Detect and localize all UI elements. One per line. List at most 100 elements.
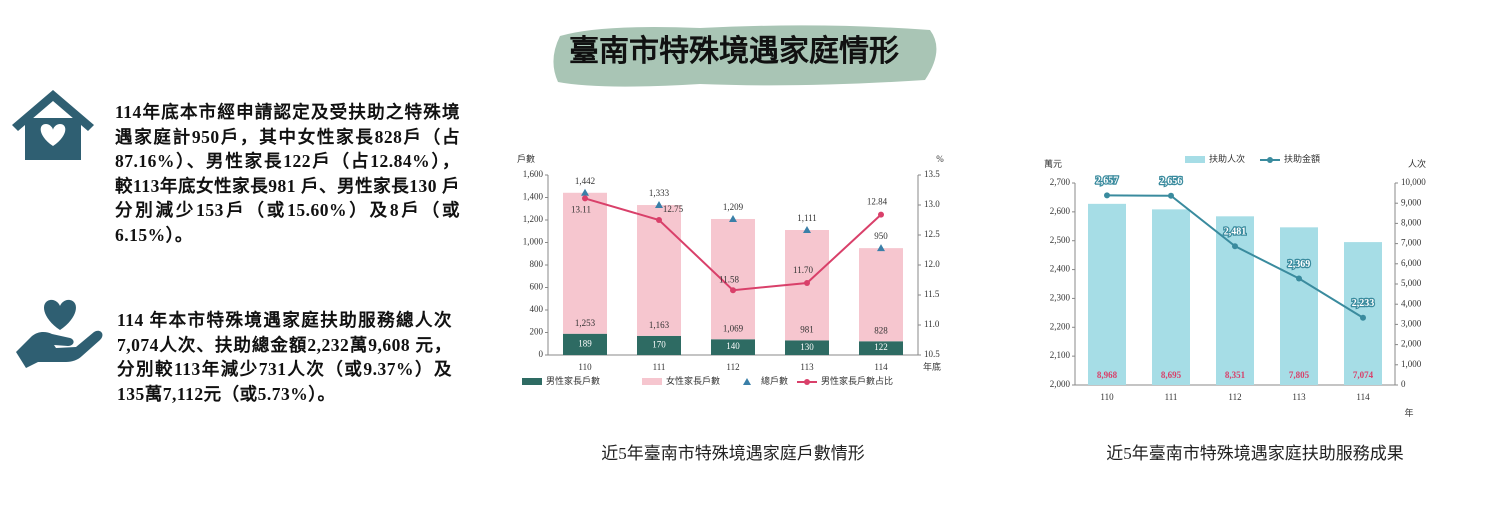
y2-tick-label: 3,000 [1401,318,1422,328]
legend-label: 總戶數 [761,375,788,386]
data-label: 7,074 [1353,370,1374,380]
y-tick-label: 2,200 [1050,321,1071,331]
data-label: 1,163 [649,320,670,330]
data-label: 2,656 [1160,176,1183,187]
point [656,217,662,223]
marker [581,188,589,196]
marker [803,226,811,234]
data-label: 189 [578,338,592,348]
bar [859,248,903,342]
y2-tick-label: 10,000 [1401,177,1426,187]
data-label: 2,481 [1224,226,1247,237]
data-label: 1,442 [575,176,595,186]
bar [1280,227,1318,385]
point [1232,243,1238,250]
x-axis-unit: 年 [1404,407,1413,418]
y2-tick-label: 5,000 [1401,278,1422,288]
x-axis-unit: 年底 [923,361,941,372]
y-tick-label: 2,000 [1050,379,1071,389]
bar [563,192,607,334]
y2-axis-unit: % [936,154,944,164]
legend-label: 扶助人次 [1209,153,1245,164]
bar [711,339,755,355]
house-icon [12,90,94,160]
legend-label: 男性家長戶數 [546,375,600,386]
y2-tick-label: 2,000 [1401,339,1422,349]
data-label: 7,805 [1289,370,1310,380]
marker [655,201,663,209]
y2-tick-label: 9,000 [1401,197,1422,207]
data-label: 950 [874,231,888,241]
y-tick-label: 2,300 [1050,292,1071,302]
data-label: 8,968 [1097,370,1118,380]
y-tick-label: 1,200 [523,214,544,224]
bar [859,341,903,355]
x-tick-label: 111 [1165,392,1178,402]
y2-tick-label: 8,000 [1401,217,1422,227]
legend-swatch [804,379,810,385]
data-label: 981 [800,324,814,334]
y-tick-label: 1,600 [523,169,544,179]
y-tick-label: 800 [530,259,544,269]
x-tick-label: 112 [1228,392,1241,402]
legend-swatch [522,378,542,385]
legend-swatch [743,378,751,385]
legend-label: 男性家長戶數占比 [821,375,893,386]
data-label: 1,111 [797,213,817,223]
title-brush [553,25,937,87]
data-label: 11.58 [719,274,739,284]
y-axis-unit: 戶數 [517,153,535,164]
chart-caption: 近5年臺南市特殊境遇家庭扶助服務成果 [1106,444,1404,463]
y2-tick-label: 12.5 [924,229,940,239]
y2-tick-label: 6,000 [1401,258,1422,268]
legend-swatch [1267,157,1273,163]
bar [785,340,829,355]
data-label: 170 [652,340,666,350]
legend-swatch [642,378,662,385]
x-tick-label: 113 [800,362,814,372]
y-axis-unit: 萬元 [1044,158,1062,169]
legend-label: 女性家長戶數 [666,375,720,386]
bar [1344,242,1382,385]
point [804,280,810,286]
x-tick-label: 112 [726,362,739,372]
y-tick-label: 0 [539,349,544,359]
y2-tick-label: 13.0 [924,199,940,209]
page-title: 臺南市特殊境遇家庭情形 [569,34,899,68]
x-tick-label: 110 [578,362,592,372]
bar [637,335,681,355]
point [730,287,736,294]
y-tick-label: 1,000 [523,237,544,247]
chart-caption: 近5年臺南市特殊境遇家庭戶數情形 [601,444,865,463]
data-label: 11.70 [793,265,813,275]
point [1296,275,1302,282]
bar [563,333,607,355]
bar [1216,216,1254,385]
x-tick-label: 113 [1292,392,1306,402]
y-tick-label: 400 [530,304,544,314]
data-label: 2,233 [1352,298,1375,309]
y2-tick-label: 1,000 [1401,359,1422,369]
x-tick-label: 111 [653,362,666,372]
summary-paragraph: 114年底本市經申請認定及受扶助之特殊境遇家庭計950戶，其中女性家長828戶（… [115,102,460,245]
data-label: 140 [726,341,740,351]
y2-tick-label: 11.5 [924,289,940,299]
legend-swatch [1185,156,1205,163]
y2-axis-unit: 人次 [1408,158,1426,169]
data-label: 12.84 [867,197,888,207]
point [1104,192,1110,199]
point [582,195,588,202]
x-tick-label: 114 [1356,392,1370,402]
bar [1088,203,1126,385]
y2-tick-label: 13.5 [924,169,940,179]
data-label: 8,695 [1161,370,1182,380]
data-label: 1,209 [723,202,744,212]
bar [711,218,755,340]
data-label: 13.11 [571,204,591,214]
y-tick-label: 1,400 [523,192,544,202]
data-label: 828 [874,325,888,335]
data-label: 1,253 [575,318,596,328]
data-label: 130 [800,342,814,352]
